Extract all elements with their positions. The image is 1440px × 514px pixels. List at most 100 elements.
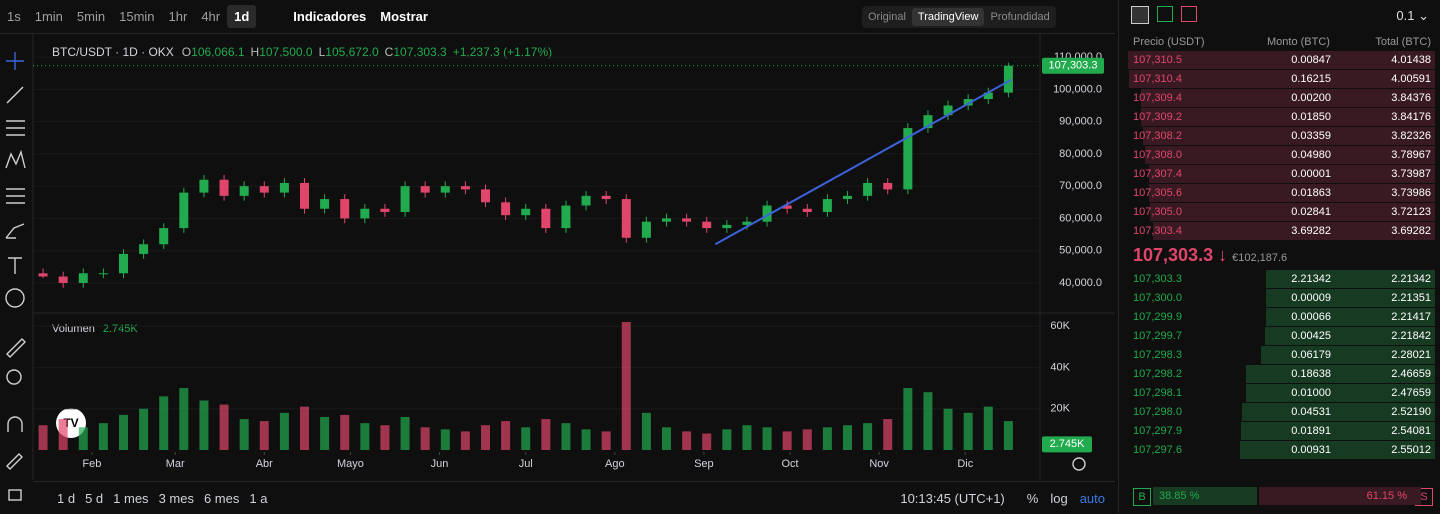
crosshair-tool[interactable]	[6, 52, 24, 70]
ruler-tool[interactable]	[6, 338, 26, 358]
x-tick-label: Nov	[869, 458, 889, 470]
layout-asks[interactable]	[1181, 6, 1197, 22]
timeframe-active[interactable]: 1d	[227, 5, 257, 28]
timeframe[interactable]: 1min	[34, 9, 63, 24]
range[interactable]: 5 d	[85, 490, 104, 506]
timeframe[interactable]: 1hr	[168, 9, 188, 24]
amount: 0.00001	[1291, 168, 1331, 180]
bottom-toolbar: 1 d 5 d 1 mes 3 mes 6 mes 1 a 10:13:45 (…	[33, 481, 1115, 514]
volume-bar	[481, 425, 491, 450]
timeframe[interactable]: 4hr	[201, 9, 221, 24]
total: 2.46659	[1391, 368, 1431, 380]
last-price-box	[1042, 57, 1104, 74]
zoom-tool[interactable]	[6, 369, 22, 385]
indicators-button[interactable]: Indicadores	[293, 9, 367, 24]
candle-body	[762, 205, 772, 222]
view-tab[interactable]: Original	[868, 11, 906, 23]
candle-body	[702, 221, 712, 229]
total: 3.72123	[1391, 206, 1431, 218]
fiat-price: €102,187.6	[1232, 252, 1288, 264]
range[interactable]: 1 a	[249, 490, 268, 506]
range[interactable]: 3 mes	[158, 490, 194, 506]
symbol: BTC/USDT · 1D · OKX	[52, 45, 174, 59]
layout-both[interactable]	[1131, 6, 1149, 24]
volume-bar	[199, 400, 209, 450]
volume-bar	[963, 412, 973, 450]
depth-bar	[1245, 384, 1435, 402]
view-tab-active[interactable]: TradingView	[911, 8, 985, 26]
total: 3.82326	[1391, 130, 1431, 142]
price: 107,298.0	[1133, 406, 1182, 418]
range[interactable]: 1 mes	[113, 490, 149, 506]
timeframe[interactable]: 1s	[7, 9, 21, 24]
candle-body	[279, 182, 289, 193]
magnet-tool[interactable]	[7, 416, 23, 432]
clock: 10:13:45 (UTC+1)	[900, 490, 1005, 506]
timeframe[interactable]: 15min	[119, 9, 155, 24]
total: 3.73987	[1391, 168, 1431, 180]
percent-toggle[interactable]: %	[1026, 490, 1039, 506]
amount: 0.00066	[1291, 311, 1331, 323]
last-price-label: 107,303.3	[1049, 60, 1098, 72]
change: +1,237.3 (+1.17%)	[453, 45, 552, 59]
candle-body	[641, 221, 651, 238]
candle-body	[420, 186, 430, 193]
volume-legend: Volumen 2.745K	[52, 323, 138, 335]
candle-body	[581, 195, 591, 206]
brush-tool[interactable]	[5, 223, 25, 239]
candle-body	[662, 218, 672, 222]
candle-body	[259, 186, 269, 193]
timeframe[interactable]: 5min	[76, 9, 106, 24]
volume-bar	[501, 421, 511, 450]
x-tick-label: Feb	[82, 458, 101, 470]
lock-drawing-tool[interactable]	[6, 453, 23, 470]
range[interactable]: 6 mes	[203, 490, 240, 506]
depth-bar	[1239, 441, 1435, 459]
log-toggle[interactable]: log	[1050, 490, 1068, 506]
pattern-tool[interactable]	[5, 149, 26, 169]
volume-bar	[400, 416, 410, 450]
volume-bar	[460, 431, 470, 450]
volume-bar	[320, 416, 330, 450]
layout-bids[interactable]	[1157, 6, 1173, 22]
candle-body	[78, 273, 88, 283]
candle-body	[521, 208, 531, 216]
trendline	[714, 78, 1012, 246]
trendline-tool[interactable]	[6, 86, 24, 104]
projection-tool[interactable]	[6, 188, 25, 204]
amount: 0.01850	[1291, 111, 1331, 123]
header: Monto (BTC)	[1267, 36, 1330, 48]
auto-toggle[interactable]: auto	[1079, 490, 1105, 506]
fib-tool[interactable]	[6, 120, 25, 136]
candle-body	[179, 192, 189, 229]
depth-bar	[1148, 165, 1435, 183]
volume-bar	[943, 408, 953, 450]
candle-body	[722, 224, 732, 229]
depth-bar	[1260, 346, 1435, 364]
total: 3.78967	[1391, 149, 1431, 161]
display-button[interactable]: Mostrar	[380, 9, 428, 24]
range[interactable]: 1 d	[57, 490, 76, 506]
view-tab[interactable]: Profundidad	[990, 11, 1050, 23]
order-book: 0.1 ⌄ Precio (USDT) Monto (BTC) Total (B…	[1118, 0, 1440, 513]
emoji-tool[interactable]	[5, 288, 25, 308]
candle-body	[340, 199, 350, 219]
volume-bar	[139, 408, 149, 450]
volume-bar	[541, 419, 551, 450]
o-value: 106,066.1	[191, 45, 245, 59]
step-select[interactable]: 0.1 ⌄	[1396, 8, 1429, 23]
depth-bar	[1152, 222, 1435, 240]
settings-icon[interactable]	[1072, 457, 1086, 471]
c-value: 107,303.3	[393, 45, 447, 59]
candle-body	[460, 186, 470, 190]
total: 3.84176	[1391, 111, 1431, 123]
text-tool[interactable]	[8, 257, 22, 274]
total: 2.55012	[1391, 444, 1431, 456]
lock-tool[interactable]	[8, 489, 22, 501]
amount: 0.04980	[1291, 149, 1331, 161]
x-tick-label: Dic	[957, 458, 973, 470]
price: 107,310.5	[1133, 54, 1182, 66]
candle-body	[199, 179, 209, 193]
volume-bar	[420, 427, 430, 450]
total: 2.21417	[1391, 311, 1431, 323]
